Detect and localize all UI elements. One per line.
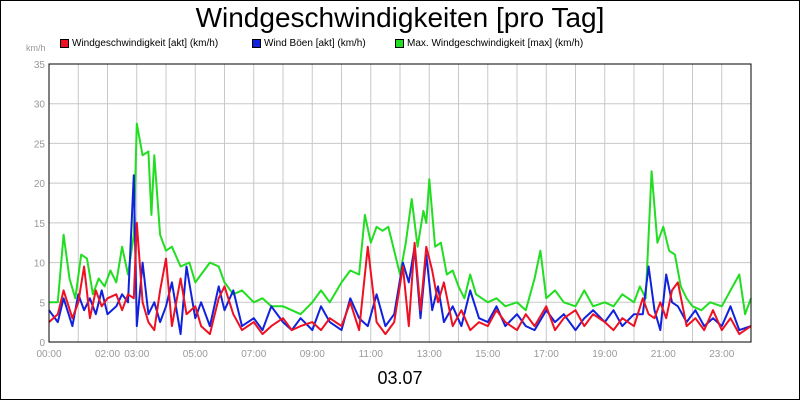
legend-swatch-green (395, 39, 404, 48)
x-tick-label: 09:00 (300, 349, 325, 360)
y-tick-label: 5 (39, 298, 45, 309)
legend-item-boeen: Wind Böen [akt] (km/h) (252, 38, 366, 49)
x-tick-label: 17:00 (534, 349, 559, 360)
y-tick-label: 30 (34, 100, 46, 111)
legend-swatch-blue (252, 39, 261, 48)
y-tick-label: 25 (34, 139, 46, 150)
x-tick-label: 07:00 (241, 349, 266, 360)
x-tick-label: 21:00 (651, 349, 676, 360)
x-tick-label: 05:00 (183, 349, 208, 360)
legend-item-max: Max. Windgeschwindigkeit [max] (km/h) (395, 38, 583, 49)
date-label: 03.07 (377, 368, 423, 388)
legend-swatch-red (60, 39, 69, 48)
series-line-2 (49, 122, 752, 316)
x-tick-label: 15:00 (475, 349, 500, 360)
y-tick-label: 0 (39, 338, 45, 349)
x-tick-label: 02:00 (95, 349, 120, 360)
x-tick-label: 00:00 (36, 349, 61, 360)
x-tick-label: 19:00 (592, 349, 617, 360)
series-line-0 (48, 221, 752, 336)
y-axis-unit-label: km/h (26, 43, 46, 53)
legend-label-boeen: Wind Böen [akt] (km/h) (264, 38, 366, 49)
y-tick-label: 20 (34, 179, 46, 190)
x-tick-label: 13:00 (417, 349, 442, 360)
legend-item-windgeschwindigkeit: Windgeschwindigkeit [akt] (km/h) (60, 38, 218, 49)
y-tick-label: 35 (34, 60, 46, 71)
legend-label-windgeschwindigkeit: Windgeschwindigkeit [akt] (km/h) (72, 38, 219, 49)
y-tick-label: 15 (34, 219, 46, 230)
x-tick-label: 23:00 (709, 349, 734, 360)
x-tick-label: 03:00 (124, 349, 149, 360)
y-tick-label: 10 (34, 259, 46, 270)
x-tick-label: 11:00 (359, 349, 384, 360)
chart-title: Windgeschwindigkeiten [pro Tag] (195, 2, 605, 33)
plot-area-border (48, 63, 752, 343)
legend-label-max: Max. Windgeschwindigkeit [max] (km/h) (407, 38, 584, 49)
